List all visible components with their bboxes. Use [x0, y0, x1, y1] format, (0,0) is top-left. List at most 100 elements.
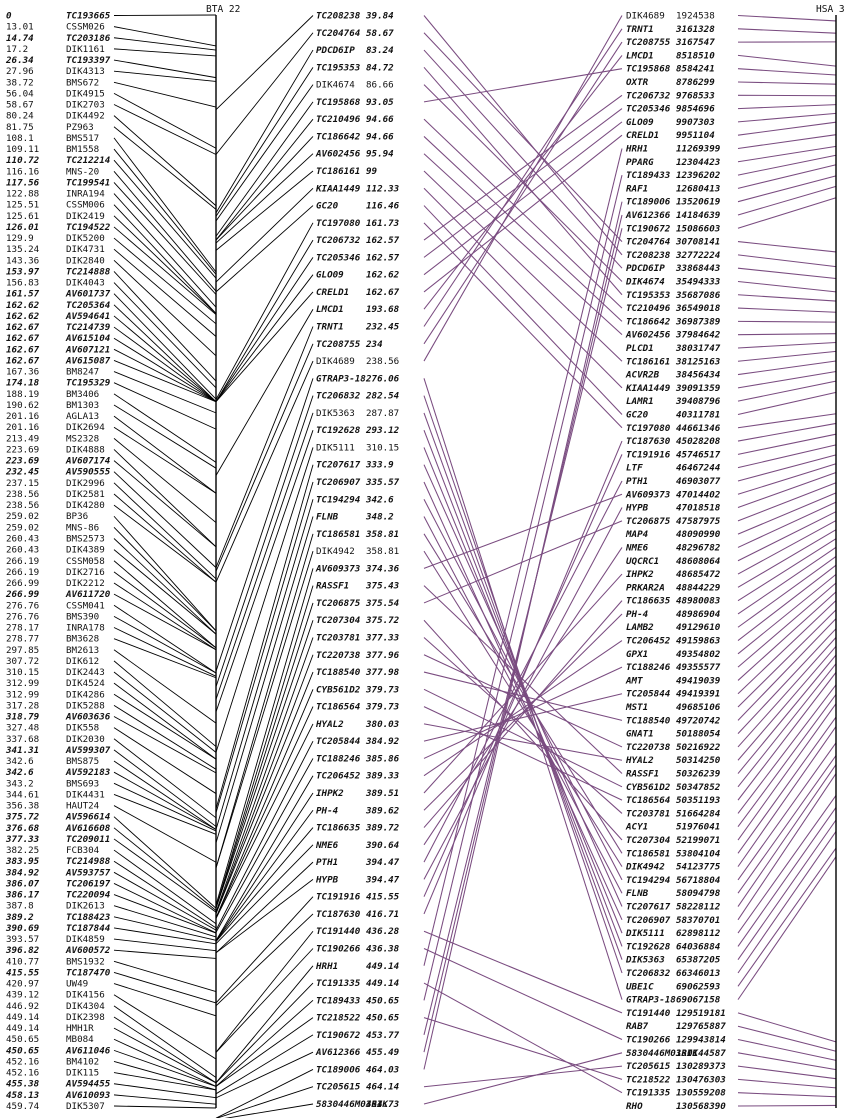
marker-name: AGLA13	[66, 411, 99, 422]
linkage-line	[215, 602, 314, 908]
hsa3-marker-name: TC194294	[626, 875, 671, 886]
marker-position: 382.25	[6, 845, 39, 856]
hsa3-tick-line	[737, 742, 837, 881]
marker-name: AV611720	[65, 589, 111, 600]
hsa3-tick-line	[737, 197, 837, 229]
rh-marker-name: TC191916	[316, 892, 361, 903]
hsa3-tick-line	[737, 582, 837, 668]
hsa3-tick-line	[737, 463, 837, 495]
hsa3-tick-line	[737, 54, 837, 67]
marker-position: 38.72	[6, 77, 34, 88]
marker-position: 162.67	[6, 355, 40, 366]
rh-marker-name: RASSF1	[316, 581, 349, 592]
linkage-line	[215, 499, 314, 830]
linkage-line	[215, 637, 314, 913]
ortholog-link-line	[423, 723, 623, 761]
linkage-line	[215, 516, 314, 843]
linkage-line	[113, 549, 217, 635]
marker-name: DIK2703	[66, 100, 105, 111]
rh-marker-position: 449.14	[366, 978, 400, 989]
marker-name: TC214739	[66, 322, 111, 333]
hsa3-tick-line	[737, 663, 837, 788]
rh-marker-name: TC208238	[316, 11, 361, 22]
marker-position: 232.45	[5, 467, 40, 478]
rh-marker-name: TC207304	[316, 615, 361, 626]
rh-marker-name: PDCD6IP	[316, 45, 355, 56]
linkage-line	[113, 883, 217, 934]
marker-name: TC195329	[66, 378, 111, 389]
hsa3-tick-line	[737, 600, 837, 695]
bta22-header: BTA 22	[206, 4, 240, 15]
hsa3-marker-position: 130476303	[676, 1074, 726, 1085]
hsa3-marker-position: 39091359	[675, 383, 721, 394]
rh-marker-name: TC204764	[316, 28, 361, 39]
hsa3-marker-name: MAP4	[625, 529, 649, 540]
ortholog-link-line	[423, 533, 623, 854]
marker-name: BMS693	[66, 778, 99, 789]
rh-marker-name: PH-4	[316, 805, 339, 816]
marker-name: MS2328	[66, 433, 99, 444]
linkage-line	[113, 1016, 217, 1084]
marker-name: DIK2030	[66, 734, 105, 745]
hsa3-marker-name: GLO09	[626, 117, 654, 128]
hsa3-marker-name: DIK4674	[625, 276, 665, 287]
hsa3-tick-line	[737, 773, 837, 921]
rh-marker-position: 375.54	[365, 598, 400, 609]
marker-name: BM3628	[66, 634, 99, 645]
marker-position: 337.68	[6, 734, 39, 745]
bta22-to-radiation-map-links	[113, 14, 314, 1118]
linkage-line	[113, 849, 217, 925]
linkage-line	[215, 136, 314, 241]
linkage-line	[215, 930, 314, 1053]
marker-name: BM4102	[66, 1056, 99, 1067]
hsa3-tick-line	[737, 1078, 837, 1089]
marker-name: INRA178	[66, 623, 105, 634]
rh-marker-position: 385.86	[365, 753, 400, 764]
hsa3-marker-position: 58094798	[676, 888, 721, 899]
rh-marker-name: GC20	[316, 201, 339, 212]
hsa3-marker-name: TC204764	[626, 237, 671, 248]
marker-name: AV616608	[65, 823, 111, 834]
rh-marker-position: 374.36	[365, 563, 400, 574]
linkage-line	[113, 738, 217, 819]
linkage-line	[113, 760, 217, 830]
linkage-line	[215, 1034, 314, 1095]
linkage-line	[215, 291, 314, 403]
rh-marker-position: 379.73	[365, 684, 400, 695]
rh-marker-position: 389.51	[365, 788, 399, 799]
linkage-line	[215, 654, 314, 914]
marker-name: DIK4888	[66, 444, 105, 455]
marker-position: 310.15	[6, 667, 39, 678]
hsa3-tick-line	[737, 471, 837, 509]
hsa3-marker-position: 9768533	[676, 90, 715, 101]
linkage-line	[215, 620, 314, 909]
linkage-line	[113, 393, 217, 463]
linkage-line	[215, 585, 314, 908]
hsa3-marker-position: 49419039	[676, 675, 721, 686]
ortholog-link-line	[423, 550, 623, 867]
marker-position: 415.55	[6, 967, 40, 978]
marker-name: DIK2581	[66, 489, 105, 500]
marker-name: INRA194	[66, 189, 105, 200]
hsa3-marker-name: NME6	[625, 542, 649, 553]
rh-marker-name: TC195868	[316, 97, 361, 108]
hsa3-marker-name: TC186564	[626, 795, 671, 806]
hsa3-tick-line	[737, 807, 837, 947]
marker-name: DIK2840	[66, 255, 105, 266]
linkage-line	[113, 215, 217, 314]
linkage-line	[215, 533, 314, 869]
marker-position: 317.28	[6, 700, 39, 711]
ortholog-link-line	[423, 153, 623, 336]
linkage-line	[113, 493, 217, 583]
linkage-line	[215, 326, 314, 568]
rh-marker-name: DIK5111	[316, 442, 355, 453]
linkage-line	[215, 827, 314, 942]
hsa3-tick-line	[737, 501, 837, 548]
hsa3-tick-line	[737, 104, 837, 110]
hsa3-marker-position: 49129610	[676, 622, 721, 633]
hsa3-marker-position: 30708141	[675, 237, 720, 248]
ortholog-link-line	[423, 15, 623, 362]
marker-name: AV590555	[65, 467, 111, 478]
marker-name: DIK4492	[66, 111, 105, 122]
marker-position: 410.77	[6, 956, 39, 967]
